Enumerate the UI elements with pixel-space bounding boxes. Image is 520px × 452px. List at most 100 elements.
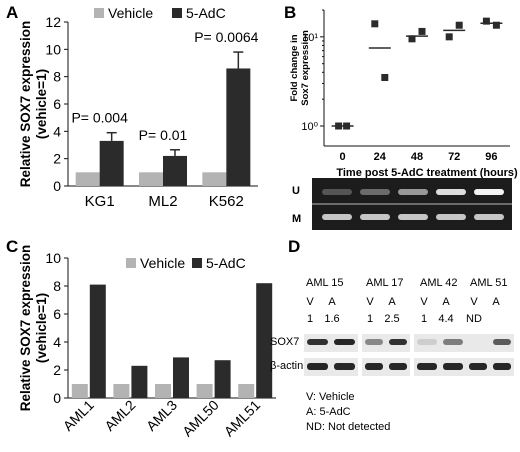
blot-band-sox7 <box>389 339 407 345</box>
x-tick-label: 96 <box>485 151 497 163</box>
y-tick-label: 6 <box>53 306 61 322</box>
category-label: K562 <box>209 193 244 210</box>
y-axis-label: (vehicle=1) <box>34 69 49 139</box>
blot-quant-value: ND <box>466 313 482 325</box>
gel-band-m <box>436 214 466 220</box>
blot-lane-label: V <box>306 296 314 308</box>
gel-label-u: U <box>292 185 300 197</box>
blot-quant-value: 2.5 <box>384 313 399 325</box>
y-axis-label: Fold change in <box>289 34 300 101</box>
data-point <box>335 122 343 130</box>
y-tick-label: 4 <box>53 334 61 350</box>
y-tick-label: 2 <box>53 151 61 167</box>
blot-band-sox7 <box>443 339 463 345</box>
blot-key-line: V: Vehicle <box>306 391 355 403</box>
legend-swatch-treated <box>192 258 202 268</box>
category-label: AML3 <box>143 397 180 434</box>
blot-strip-actin <box>414 358 466 376</box>
blot-lane-label: A <box>492 296 500 308</box>
data-point <box>445 33 453 41</box>
legend-label-vehicle: Vehicle <box>140 255 185 271</box>
data-point <box>343 122 351 130</box>
y-tick-label: 0 <box>53 178 61 194</box>
panel-label-d: D <box>288 237 300 256</box>
blot-band-sox7 <box>493 339 511 345</box>
blot-lane-label: A <box>442 296 450 308</box>
blot-lane-label: A <box>328 296 336 308</box>
bar <box>238 384 255 398</box>
blot-strip-actin <box>362 358 410 376</box>
blot-lane-label: A <box>388 296 396 308</box>
blot-band-actin <box>443 363 463 370</box>
blot-lane-label: V <box>366 296 374 308</box>
blot-quant-value: 1 <box>367 313 373 325</box>
bar <box>71 384 88 398</box>
legend-label-treated: 5-AdC <box>206 255 246 271</box>
blot-lane-label: V <box>470 296 478 308</box>
blot-lane-label: V <box>420 296 428 308</box>
gel-band-m <box>398 214 428 220</box>
y-tick-label: 4 <box>53 123 61 139</box>
blot-band-actin <box>417 363 437 370</box>
legend-label-vehicle: Vehicle <box>108 5 153 21</box>
gel-band-u <box>360 189 390 195</box>
blot-row-label-sox7: SOX7 <box>270 336 299 348</box>
blot-band-actin <box>389 363 407 370</box>
gel-label-m: M <box>292 213 301 225</box>
y-tick-label: 0 <box>53 390 61 406</box>
western-blot-d: AML 15 V 1 A 1.6 AML 17 V 1 A 2.5 AML 42 V 1 A 4.4 AML … <box>270 277 514 433</box>
bar <box>99 140 124 186</box>
blot-strip-sox7 <box>466 334 514 352</box>
x-axis-label: Time post 5-AdC treatment (hours) <box>336 167 518 179</box>
data-point <box>482 17 490 25</box>
y-tick-label: 10 <box>45 250 61 266</box>
blot-quant-value: 4.4 <box>438 313 453 325</box>
blot-quant-value: 1 <box>307 313 313 325</box>
blot-strip-actin <box>466 358 514 376</box>
x-tick-label: 72 <box>448 151 460 163</box>
blot-sample-name: AML 17 <box>366 277 404 289</box>
y-tick-label: 10¹ <box>302 32 318 44</box>
blot-sample-name: AML 51 <box>470 277 508 289</box>
y-tick-label: 2 <box>53 362 61 378</box>
blot-row-label-actin: β-actin <box>270 360 303 372</box>
blot-strip-sox7 <box>304 334 358 352</box>
bar <box>196 384 213 398</box>
blot-strip-actin <box>304 358 358 376</box>
y-tick-label: 6 <box>53 96 61 112</box>
data-point <box>492 21 500 29</box>
blot-band-actin <box>307 363 328 370</box>
category-label: AML50 <box>179 397 222 440</box>
panel-label-b: B <box>284 3 296 22</box>
y-tick-label: 10 <box>45 41 61 57</box>
bar <box>214 360 231 398</box>
blot-band-actin <box>493 363 511 370</box>
bar <box>113 384 130 398</box>
bar <box>75 172 100 186</box>
gel-band-m <box>360 214 390 220</box>
p-value-annotation: P= 0.01 <box>139 127 188 143</box>
blot-key-line: ND: Not detected <box>306 421 390 433</box>
blot-key-line: A: 5-AdC <box>306 406 351 418</box>
gel-band-u <box>322 189 352 195</box>
blot-strip-sox7 <box>362 334 410 352</box>
blot-band-actin <box>365 363 383 370</box>
blot-band-sox7 <box>365 339 383 345</box>
legend-swatch-vehicle <box>94 8 104 18</box>
y-axis-label: (vehicle=1) <box>34 293 49 363</box>
bar <box>173 357 189 398</box>
category-label: KG1 <box>85 193 115 210</box>
blot-strip-sox7 <box>414 334 466 352</box>
category-label: AML1 <box>60 397 97 434</box>
panel-label-c: C <box>6 237 18 256</box>
gel-band-u <box>398 189 428 195</box>
x-tick-label: 0 <box>340 151 346 163</box>
legend-swatch-treated <box>172 8 182 18</box>
bar <box>226 68 251 186</box>
blot-band-actin <box>334 363 355 370</box>
category-label: AML51 <box>221 397 264 440</box>
y-axis-label: Relative SOX7 expression <box>18 21 33 188</box>
blot-quant-value: 1.6 <box>324 313 339 325</box>
